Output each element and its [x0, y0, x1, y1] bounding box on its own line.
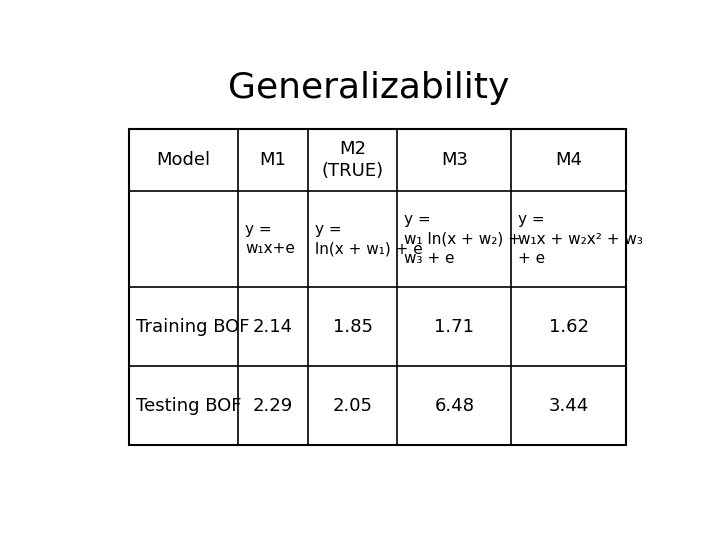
- Text: y =
w₁x+e: y = w₁x+e: [245, 221, 295, 256]
- Text: Model: Model: [157, 151, 211, 169]
- Text: 2.14: 2.14: [253, 318, 293, 336]
- Text: y =
w₁ ln(x + w₂) +
w₃ + e: y = w₁ ln(x + w₂) + w₃ + e: [404, 212, 521, 266]
- Text: y =
ln(x + w₁) + e: y = ln(x + w₁) + e: [315, 221, 423, 256]
- Text: Training BOF: Training BOF: [136, 318, 249, 336]
- Text: 2.05: 2.05: [333, 397, 372, 415]
- Text: 2.29: 2.29: [253, 397, 293, 415]
- Text: y =
w₁x + w₂x² + w₃
+ e: y = w₁x + w₂x² + w₃ + e: [518, 212, 643, 266]
- Text: M4: M4: [555, 151, 582, 169]
- Text: M1: M1: [260, 151, 287, 169]
- Text: Generalizability: Generalizability: [228, 71, 510, 105]
- Text: 1.85: 1.85: [333, 318, 372, 336]
- Text: 1.62: 1.62: [549, 318, 588, 336]
- Text: 1.71: 1.71: [434, 318, 474, 336]
- Text: 3.44: 3.44: [549, 397, 589, 415]
- Text: M2
(TRUE): M2 (TRUE): [321, 140, 384, 180]
- Text: M3: M3: [441, 151, 468, 169]
- Text: 6.48: 6.48: [434, 397, 474, 415]
- Text: Testing BOF: Testing BOF: [136, 397, 241, 415]
